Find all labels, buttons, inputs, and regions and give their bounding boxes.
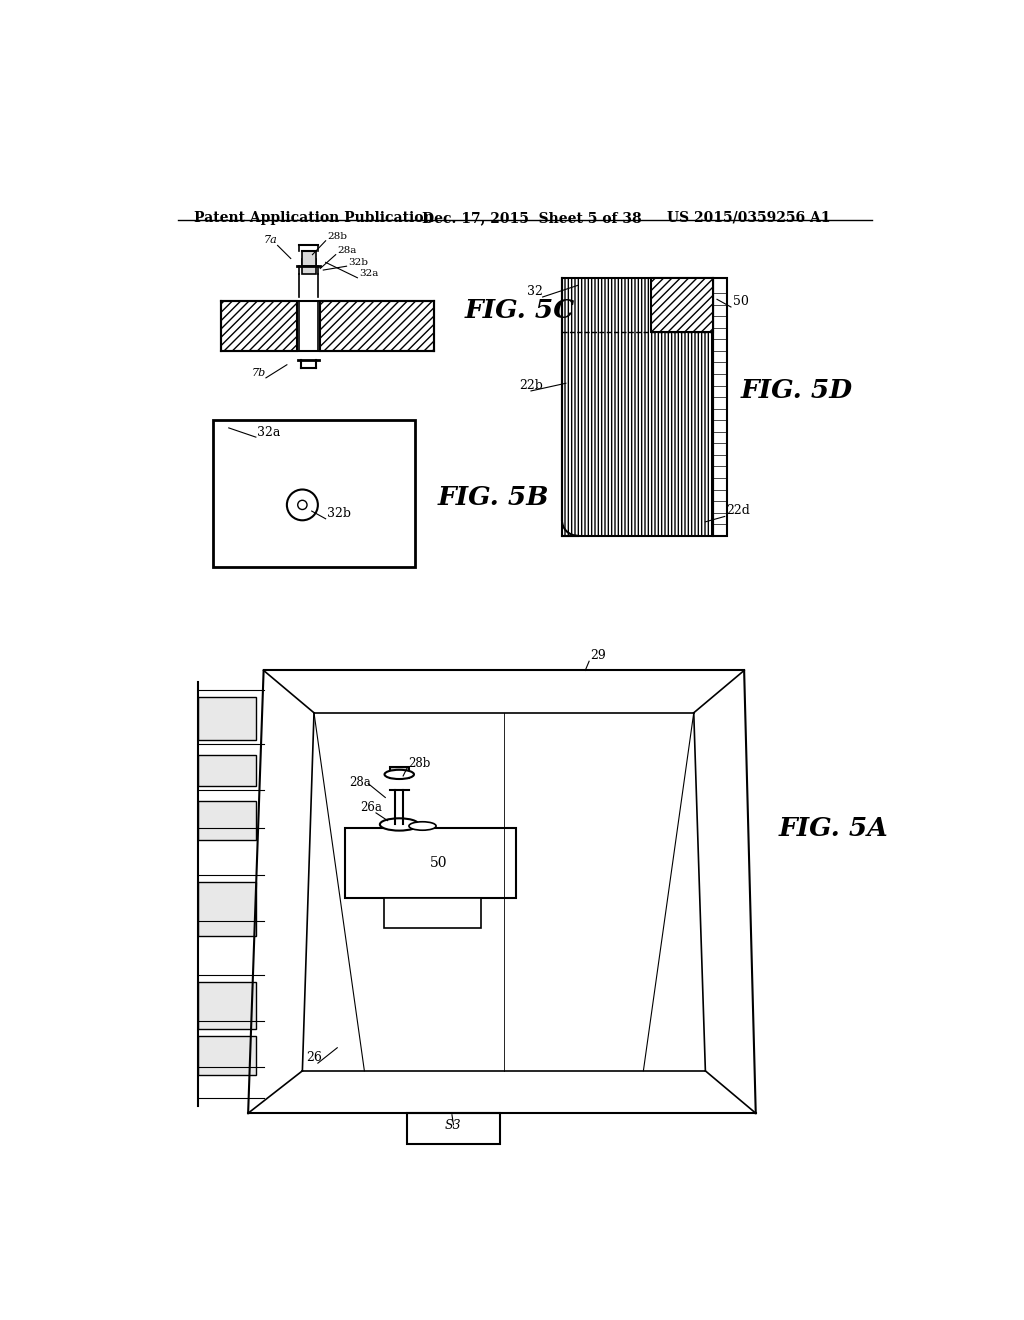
Text: 32a: 32a [359,269,378,279]
Bar [651,277,713,331]
Bar [302,251,315,267]
Text: FIG. 5A: FIG. 5A [779,816,889,841]
Bar [198,1036,256,1074]
Bar [562,277,713,536]
Text: 32b: 32b [348,257,368,267]
Text: 32b: 32b [328,507,351,520]
Text: S3: S3 [444,1118,461,1131]
Text: Patent Application Publication: Patent Application Publication [194,211,433,224]
Text: 50: 50 [430,855,447,870]
Bar [384,898,480,928]
Circle shape [287,490,317,520]
Text: 50: 50 [732,294,749,308]
Text: 32: 32 [527,285,543,298]
Text: 7a: 7a [263,235,278,246]
Circle shape [298,500,307,510]
Bar [221,301,297,351]
Text: 26: 26 [306,1051,323,1064]
Bar [345,829,515,898]
Text: FIG. 5B: FIG. 5B [438,484,550,510]
Text: US 2015/0359256 A1: US 2015/0359256 A1 [667,211,830,224]
Bar [198,982,256,1028]
Text: 22d: 22d [726,504,751,517]
Text: 32a: 32a [257,425,281,438]
Bar [321,301,434,351]
Bar [713,277,727,536]
Bar [198,697,256,739]
Text: FIG. 5D: FIG. 5D [740,379,852,404]
Bar [302,259,315,275]
Ellipse shape [380,818,419,830]
Ellipse shape [409,822,436,830]
Bar [198,882,256,936]
Ellipse shape [385,770,414,779]
Bar [198,755,256,785]
Text: 28b: 28b [328,232,347,242]
Text: 28b: 28b [409,756,431,770]
Text: 7b: 7b [252,367,266,378]
Text: Dec. 17, 2015  Sheet 5 of 38: Dec. 17, 2015 Sheet 5 of 38 [423,211,642,224]
Bar [213,420,415,566]
Text: 28a: 28a [349,776,371,789]
Bar [390,767,409,779]
Bar [198,801,256,840]
Text: FIG. 5C: FIG. 5C [465,297,575,322]
Bar [407,1113,500,1144]
Text: 26a: 26a [360,801,382,814]
Text: 29: 29 [591,649,606,661]
Text: 28a: 28a [337,246,356,255]
Text: 22b: 22b [519,379,544,392]
